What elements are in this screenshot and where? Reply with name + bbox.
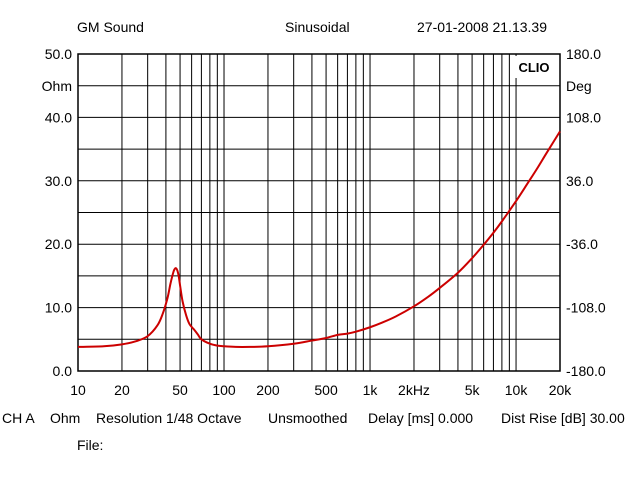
clio-logo-background: [510, 56, 558, 78]
left-y-tick-label: 10.0: [45, 300, 72, 316]
x-tick-label: 10k: [505, 382, 529, 398]
clio-logo-box: CLIO: [510, 56, 558, 78]
x-tick-label: 200: [256, 382, 280, 398]
x-tick-label: 100: [212, 382, 236, 398]
x-tick-label: 20: [114, 382, 130, 398]
right-y-tick-label: 36.0: [566, 173, 593, 189]
right-y-tick-label: -36.0: [566, 236, 598, 252]
x-tick-label: 500: [314, 382, 338, 398]
signal-type-label: Sinusoidal: [285, 19, 350, 35]
left-y-tick-label: 50.0: [45, 46, 72, 62]
dist-rise-label: Dist Rise [dB] 30.00: [501, 410, 625, 426]
resolution-label: Resolution 1/48 Octave: [96, 410, 242, 426]
right-y-tick-label: -108.0: [566, 300, 606, 316]
right-y-tick-label: 108.0: [566, 109, 601, 125]
grid: [78, 54, 560, 371]
source-label: GM Sound: [77, 19, 144, 35]
x-axis-ticks: 10 20 50 100 200 500 1k 2kHz 5k 10k 20k: [70, 382, 572, 398]
left-y-tick-label: 40.0: [45, 109, 72, 125]
right-axis-unit: Deg: [566, 78, 592, 94]
plot-frame: [77, 53, 561, 372]
x-tick-label: 10: [70, 382, 86, 398]
unit-label: Ohm: [50, 410, 81, 426]
x-tick-label: 20k: [549, 382, 573, 398]
smoothing-label: Unsmoothed: [268, 410, 348, 426]
impedance-curve: [77, 130, 561, 348]
x-tick-label: 50: [172, 382, 188, 398]
delay-label: Delay [ms] 0.000: [368, 410, 474, 426]
x-tick-label: 1k: [363, 382, 379, 398]
x-tick-label: 5k: [465, 382, 481, 398]
measurement-datetime: 27-01-2008 21.13.39: [417, 19, 547, 35]
channel-label: CH A: [2, 410, 35, 426]
right-y-tick-label: -180.0: [566, 363, 606, 379]
file-label: File:: [77, 437, 104, 453]
left-axis-ticks: 0.0 10.0 20.0 30.0 40.0 50.0: [45, 46, 72, 379]
right-y-tick-label: 180.0: [566, 46, 601, 62]
clio-logo-text: CLIO: [518, 60, 549, 75]
series-layer: [77, 130, 561, 348]
left-y-tick-label: 30.0: [45, 173, 72, 189]
left-y-tick-label: 20.0: [45, 236, 72, 252]
x-tick-label: 2kHz: [398, 382, 430, 398]
right-axis-ticks: -180.0 -108.0 -36.0 36.0 108.0 180.0: [566, 46, 606, 379]
left-axis-unit: Ohm: [42, 78, 72, 94]
left-y-tick-label: 0.0: [53, 363, 73, 379]
